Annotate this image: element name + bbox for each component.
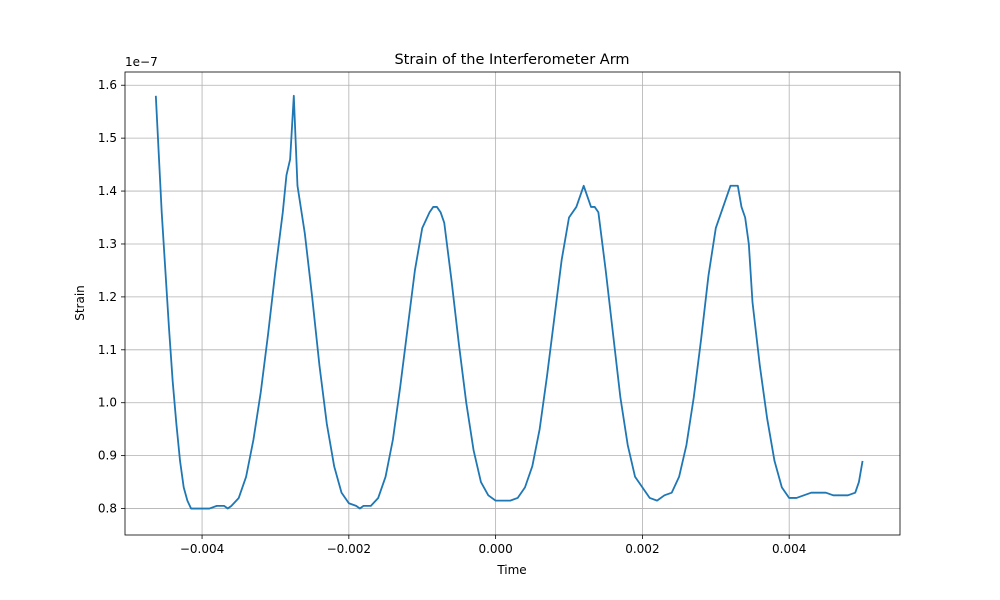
plot-frame <box>124 71 901 536</box>
x-axis-title: Time <box>496 563 526 577</box>
y-tick-label: 1.1 <box>98 343 117 357</box>
y-tick-label: 1.3 <box>98 237 117 251</box>
grid-lines <box>125 72 900 535</box>
y-tick-label: 1.4 <box>98 184 117 198</box>
y-tick-label: 0.8 <box>98 502 117 516</box>
y-offset-label: 1e−7 <box>125 55 158 69</box>
series-layer <box>154 94 864 510</box>
x-tick-label: 0.004 <box>772 542 806 556</box>
y-tick-label: 1.6 <box>98 78 117 92</box>
chart-title: Strain of the Interferometer Arm <box>394 52 629 68</box>
y-axis: 0.8 0.9 1.0 1.1 1.2 1.3 1.4 1.5 1.6 <box>98 78 125 516</box>
y-tick-label: 1.0 <box>98 396 117 410</box>
y-tick-label: 0.9 <box>98 449 117 463</box>
y-tick-label: 1.2 <box>98 290 117 304</box>
x-axis: −0.004 −0.002 0.000 0.002 0.004 <box>180 535 806 556</box>
strain-series-line <box>154 94 864 510</box>
y-tick-label: 1.5 <box>98 131 117 145</box>
y-axis-title: Strain <box>73 285 87 321</box>
x-tick-label: −0.002 <box>327 542 371 556</box>
x-tick-label: −0.004 <box>180 542 224 556</box>
x-tick-label: 0.000 <box>478 542 512 556</box>
x-tick-label: 0.002 <box>625 542 659 556</box>
